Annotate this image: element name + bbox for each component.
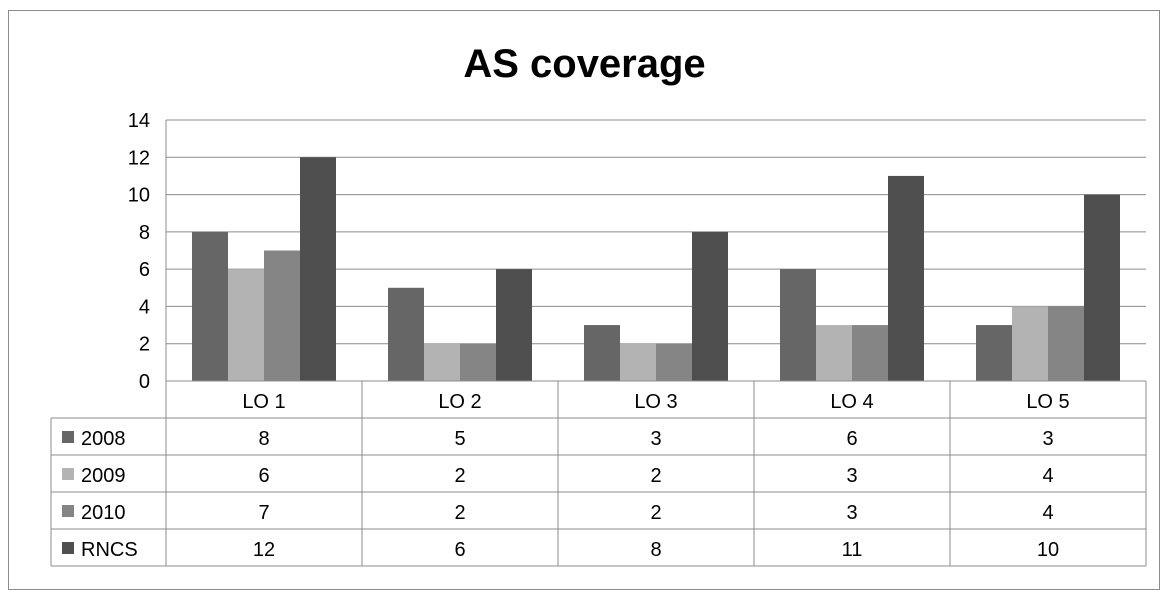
x-tick-label: LO 3	[634, 391, 677, 413]
bar	[656, 343, 692, 381]
y-tick-label: 4	[139, 296, 150, 318]
bar	[692, 231, 728, 381]
y-tick-label: 12	[128, 147, 150, 169]
legend-label: RNCS	[81, 539, 138, 561]
data-label: 3	[650, 428, 661, 450]
bar	[852, 325, 888, 381]
bar	[888, 175, 924, 381]
bar	[780, 269, 816, 381]
data-label: 4	[1042, 465, 1053, 487]
bar	[388, 287, 424, 381]
x-tick-label: LO 2	[438, 391, 481, 413]
data-label: 3	[1042, 428, 1053, 450]
data-label: 2	[454, 502, 465, 524]
data-label: 4	[1042, 502, 1053, 524]
bar	[228, 269, 264, 381]
data-label: 2	[650, 502, 661, 524]
x-tick-label: LO 5	[1026, 391, 1069, 413]
bar	[192, 231, 228, 381]
data-label: 2	[454, 465, 465, 487]
data-label: 6	[846, 428, 857, 450]
legend-key	[62, 468, 74, 480]
y-tick-label: 0	[139, 371, 150, 393]
y-tick-label: 6	[139, 259, 150, 281]
data-label: 6	[258, 465, 269, 487]
legend-label: 2010	[81, 502, 126, 524]
data-label: 10	[1037, 539, 1059, 561]
data-label: 12	[253, 539, 275, 561]
data-label: 8	[650, 539, 661, 561]
data-label: 8	[258, 428, 269, 450]
data-label: 2	[650, 465, 661, 487]
x-tick-label: LO 1	[242, 391, 285, 413]
bar	[816, 325, 852, 381]
bar	[1012, 306, 1048, 381]
data-label: 3	[846, 465, 857, 487]
bar	[584, 325, 620, 381]
chart-title: AS coverage	[463, 42, 706, 86]
legend-label: 2008	[81, 428, 126, 450]
legend-label: 2009	[81, 465, 126, 487]
bar	[496, 269, 532, 381]
y-tick-label: 10	[128, 185, 150, 207]
y-tick-label: 8	[139, 222, 150, 244]
data-label: 5	[454, 428, 465, 450]
bar	[424, 343, 460, 381]
bar	[264, 250, 300, 381]
bar	[976, 325, 1012, 381]
data-label: 11	[842, 539, 863, 561]
bar	[1084, 194, 1120, 381]
data-label: 6	[454, 539, 465, 561]
bar	[460, 343, 496, 381]
bar	[1048, 306, 1084, 381]
data-label: 3	[846, 502, 857, 524]
data-label: 7	[258, 502, 269, 524]
legend-key	[62, 505, 74, 517]
bar	[620, 343, 656, 381]
x-tick-label: LO 4	[830, 391, 873, 413]
y-tick-label: 14	[128, 110, 150, 132]
bar	[300, 157, 336, 381]
legend-key	[62, 431, 74, 443]
y-tick-label: 2	[139, 334, 150, 356]
legend-key	[62, 542, 74, 554]
